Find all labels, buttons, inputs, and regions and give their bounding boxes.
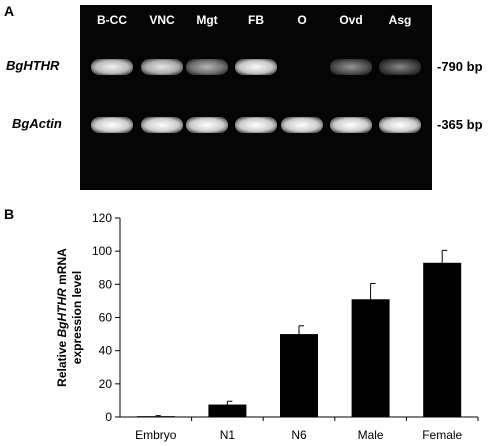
band-bghthr-mgt bbox=[186, 59, 228, 75]
lane-label-asg: Asg bbox=[388, 13, 412, 27]
chart-labels: 0 20 40 60 80 100 120 Embryo N1 N6 Male Female Relat… bbox=[55, 211, 463, 442]
bar-n1 bbox=[208, 404, 247, 417]
lane-label-b-cc: B-CC bbox=[97, 13, 127, 27]
x-tick-label-female: Female bbox=[422, 428, 462, 442]
lane-label-ovd: Ovd bbox=[339, 13, 363, 27]
x-tick-label-male: Male bbox=[358, 428, 384, 442]
band-bgactin-vnc bbox=[141, 117, 183, 133]
y-tick-label-100: 100 bbox=[92, 244, 112, 258]
lane-label-vnc: VNC bbox=[149, 13, 175, 27]
band-bghthr-asg bbox=[379, 59, 421, 75]
y-axis-label: Relative BgHTHR mRNA bbox=[55, 248, 69, 387]
band-bgactin-mgt bbox=[186, 117, 228, 133]
y-axis-label-gene: BgHTHR bbox=[55, 288, 69, 338]
bar-n6 bbox=[280, 334, 318, 417]
chart-bars bbox=[136, 249, 462, 417]
x-tick-label-embryo: Embryo bbox=[135, 428, 177, 442]
band-bghthr-vnc bbox=[141, 59, 183, 75]
y-axis-label-suffix: mRNA bbox=[55, 248, 69, 288]
y-axis-label-prefix: Relative bbox=[55, 337, 69, 386]
band-bgactin-b-cc bbox=[91, 117, 133, 133]
bar-male bbox=[351, 299, 390, 417]
size-label-365: -365 bp bbox=[437, 117, 483, 132]
panel-b-label: B bbox=[4, 206, 15, 222]
band-bghthr-b-cc bbox=[91, 59, 133, 75]
lane-label-mgt: Mgt bbox=[196, 13, 218, 27]
y-tick-label-120: 120 bbox=[92, 211, 112, 225]
gel-panel: A B-CC VNC Mgt FB O Ovd Asg BgHTHR BgActin -79… bbox=[0, 0, 490, 195]
lane-label-fb: FB bbox=[248, 13, 264, 27]
gel-image: B-CC VNC Mgt FB O Ovd Asg bbox=[80, 5, 432, 190]
band-bgactin-asg bbox=[379, 117, 421, 133]
band-bghthr-fb bbox=[235, 59, 277, 75]
y-tick-label-80: 80 bbox=[99, 277, 113, 291]
panel-a-label: A bbox=[4, 3, 15, 19]
row-label-bghthr: BgHTHR bbox=[6, 58, 60, 73]
x-tick-label-n6: N6 bbox=[291, 428, 307, 442]
band-bgactin-ovd bbox=[330, 117, 372, 133]
row-label-bgactin: BgActin bbox=[12, 116, 62, 131]
band-bgactin-fb bbox=[235, 117, 277, 133]
band-bghthr-ovd bbox=[330, 59, 372, 75]
y-tick-label-60: 60 bbox=[99, 311, 113, 325]
band-bgactin-o bbox=[281, 117, 323, 133]
bar-embryo bbox=[136, 416, 175, 417]
size-label-790: -790 bp bbox=[437, 59, 483, 74]
lane-label-o: O bbox=[297, 13, 307, 27]
y-axis-label-line2: expression level bbox=[70, 271, 84, 364]
y-tick-label-40: 40 bbox=[99, 344, 113, 358]
y-tick-label-20: 20 bbox=[99, 377, 113, 391]
y-tick-label-0: 0 bbox=[105, 410, 112, 424]
x-tick-label-n1: N1 bbox=[220, 428, 236, 442]
bar-female bbox=[423, 262, 462, 417]
